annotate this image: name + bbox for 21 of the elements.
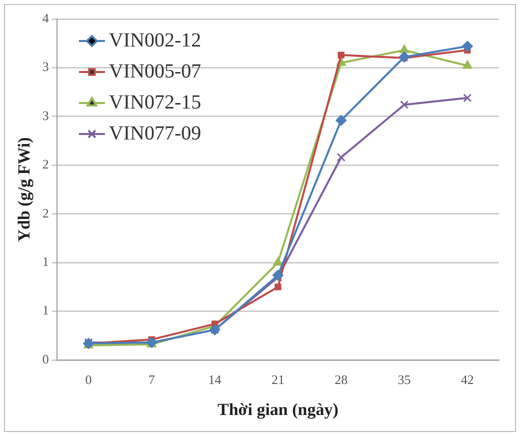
y-tick-label: 2 bbox=[42, 156, 49, 172]
x-tick-label: 35 bbox=[398, 372, 411, 388]
y-tick-label: 2 bbox=[42, 205, 49, 220]
x-tick-label: 21 bbox=[271, 372, 284, 388]
legend-label: VIN072-15 bbox=[108, 91, 202, 114]
x-axis-title: Thời gian (ngày) bbox=[218, 400, 338, 420]
y-axis-title: Ydb (g/g FWi) bbox=[14, 137, 34, 242]
y-tick-label: 4 bbox=[42, 10, 50, 26]
legend-label: VIN005-07 bbox=[108, 60, 202, 82]
x-tick-label: 0 bbox=[85, 372, 92, 388]
x-tick-label: 7 bbox=[148, 372, 156, 388]
x-tick-label: 42 bbox=[460, 372, 474, 388]
y-tick-label: 3 bbox=[42, 59, 49, 74]
legend-label: VIN077-09 bbox=[108, 122, 202, 144]
y-tick-label: 1 bbox=[42, 254, 49, 269]
y-tick-label: 0 bbox=[42, 351, 49, 366]
x-tick-label: 14 bbox=[208, 372, 222, 388]
legend-label: VIN002-12 bbox=[108, 29, 202, 52]
y-tick-label: 3 bbox=[42, 108, 49, 123]
x-tick-label: 28 bbox=[334, 372, 348, 388]
y-tick-label: 1 bbox=[42, 302, 49, 318]
